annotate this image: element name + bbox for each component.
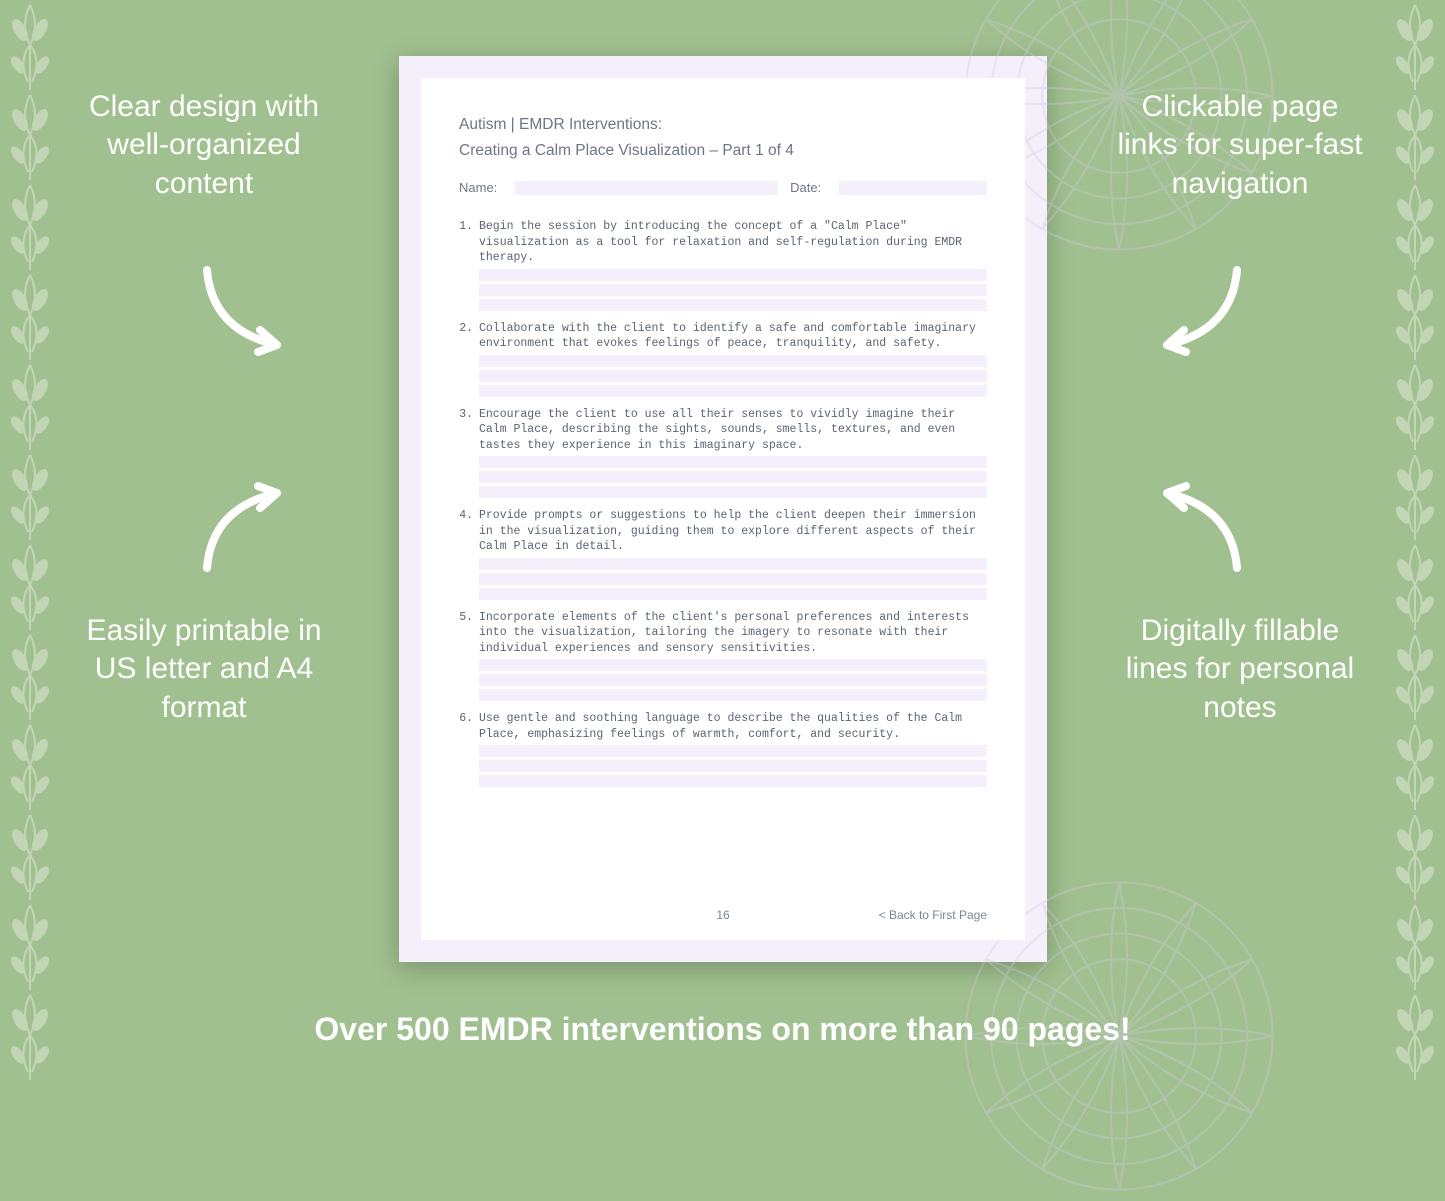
- leaf-border-left: [0, 0, 60, 1084]
- fillable-line[interactable]: [479, 486, 987, 498]
- date-field[interactable]: [839, 181, 987, 195]
- fillable-line[interactable]: [479, 471, 987, 483]
- page-footer: 16 < Back to First Page: [459, 908, 987, 922]
- page-content: Autism | EMDR Interventions: Creating a …: [421, 78, 1025, 940]
- callout-top-left: Clear design with well-organized content: [74, 88, 334, 203]
- callout-bottom-left: Easily printable in US letter and A4 for…: [74, 612, 334, 727]
- step-body: Collaborate with the client to identify …: [479, 321, 987, 352]
- step-item: 5.Incorporate elements of the client's p…: [459, 610, 987, 702]
- name-label: Name:: [459, 180, 497, 195]
- document-subtitle: Creating a Calm Place Visualization – Pa…: [459, 142, 987, 160]
- step-body: Incorporate elements of the client's per…: [479, 610, 987, 657]
- step-item: 4.Provide prompts or suggestions to help…: [459, 508, 987, 600]
- step-item: 6.Use gentle and soothing language to de…: [459, 711, 987, 787]
- step-body: Provide prompts or suggestions to help t…: [479, 508, 987, 555]
- name-date-row: Name: Date:: [459, 180, 987, 195]
- step-note-lines: [479, 659, 987, 701]
- fillable-line[interactable]: [479, 299, 987, 311]
- step-number: 1.: [459, 219, 473, 266]
- step-item: 2.Collaborate with the client to identif…: [459, 321, 987, 397]
- step-note-lines: [479, 355, 987, 397]
- fillable-line[interactable]: [479, 355, 987, 367]
- fillable-line[interactable]: [479, 775, 987, 787]
- fillable-line[interactable]: [479, 745, 987, 757]
- arrow-bottom-left: [192, 478, 292, 578]
- bottom-banner: Over 500 EMDR interventions on more than…: [0, 1011, 1445, 1048]
- fillable-line[interactable]: [479, 674, 987, 686]
- step-text-row: 4.Provide prompts or suggestions to help…: [459, 508, 987, 555]
- step-text-row: 2.Collaborate with the client to identif…: [459, 321, 987, 352]
- step-item: 3.Encourage the client to use all their …: [459, 407, 987, 499]
- step-body: Use gentle and soothing language to desc…: [479, 711, 987, 742]
- fillable-line[interactable]: [479, 269, 987, 281]
- step-number: 2.: [459, 321, 473, 352]
- step-text-row: 1.Begin the session by introducing the c…: [459, 219, 987, 266]
- fillable-line[interactable]: [479, 284, 987, 296]
- document-page: Autism | EMDR Interventions: Creating a …: [399, 56, 1047, 962]
- callout-bottom-right: Digitally fillable lines for personal no…: [1110, 612, 1370, 727]
- leaf-border-right: [1385, 0, 1445, 1084]
- fillable-line[interactable]: [479, 558, 987, 570]
- arrow-bottom-right: [1152, 478, 1252, 578]
- arrow-top-right: [1152, 260, 1252, 360]
- fillable-line[interactable]: [479, 385, 987, 397]
- step-item: 1.Begin the session by introducing the c…: [459, 219, 987, 311]
- step-note-lines: [479, 745, 987, 787]
- back-to-first-link[interactable]: < Back to First Page: [879, 908, 987, 922]
- step-text-row: 3.Encourage the client to use all their …: [459, 407, 987, 454]
- name-field[interactable]: [515, 181, 778, 195]
- step-note-lines: [479, 558, 987, 600]
- step-text-row: 5.Incorporate elements of the client's p…: [459, 610, 987, 657]
- step-number: 3.: [459, 407, 473, 454]
- step-body: Begin the session by introducing the con…: [479, 219, 987, 266]
- step-number: 4.: [459, 508, 473, 555]
- fillable-line[interactable]: [479, 760, 987, 772]
- fillable-line[interactable]: [479, 456, 987, 468]
- callout-top-right: Clickable page links for super-fast navi…: [1110, 88, 1370, 203]
- steps-list: 1.Begin the session by introducing the c…: [459, 219, 987, 787]
- step-note-lines: [479, 269, 987, 311]
- document-title: Autism | EMDR Interventions:: [459, 116, 987, 134]
- page-inner: Autism | EMDR Interventions: Creating a …: [421, 78, 1025, 940]
- fillable-line[interactable]: [479, 370, 987, 382]
- date-label: Date:: [790, 180, 821, 195]
- arrow-top-left: [192, 260, 292, 360]
- fillable-line[interactable]: [479, 573, 987, 585]
- step-number: 6.: [459, 711, 473, 742]
- fillable-line[interactable]: [479, 659, 987, 671]
- step-note-lines: [479, 456, 987, 498]
- step-text-row: 6.Use gentle and soothing language to de…: [459, 711, 987, 742]
- fillable-line[interactable]: [479, 588, 987, 600]
- fillable-line[interactable]: [479, 689, 987, 701]
- step-number: 5.: [459, 610, 473, 657]
- page-number: 16: [716, 908, 729, 922]
- step-body: Encourage the client to use all their se…: [479, 407, 987, 454]
